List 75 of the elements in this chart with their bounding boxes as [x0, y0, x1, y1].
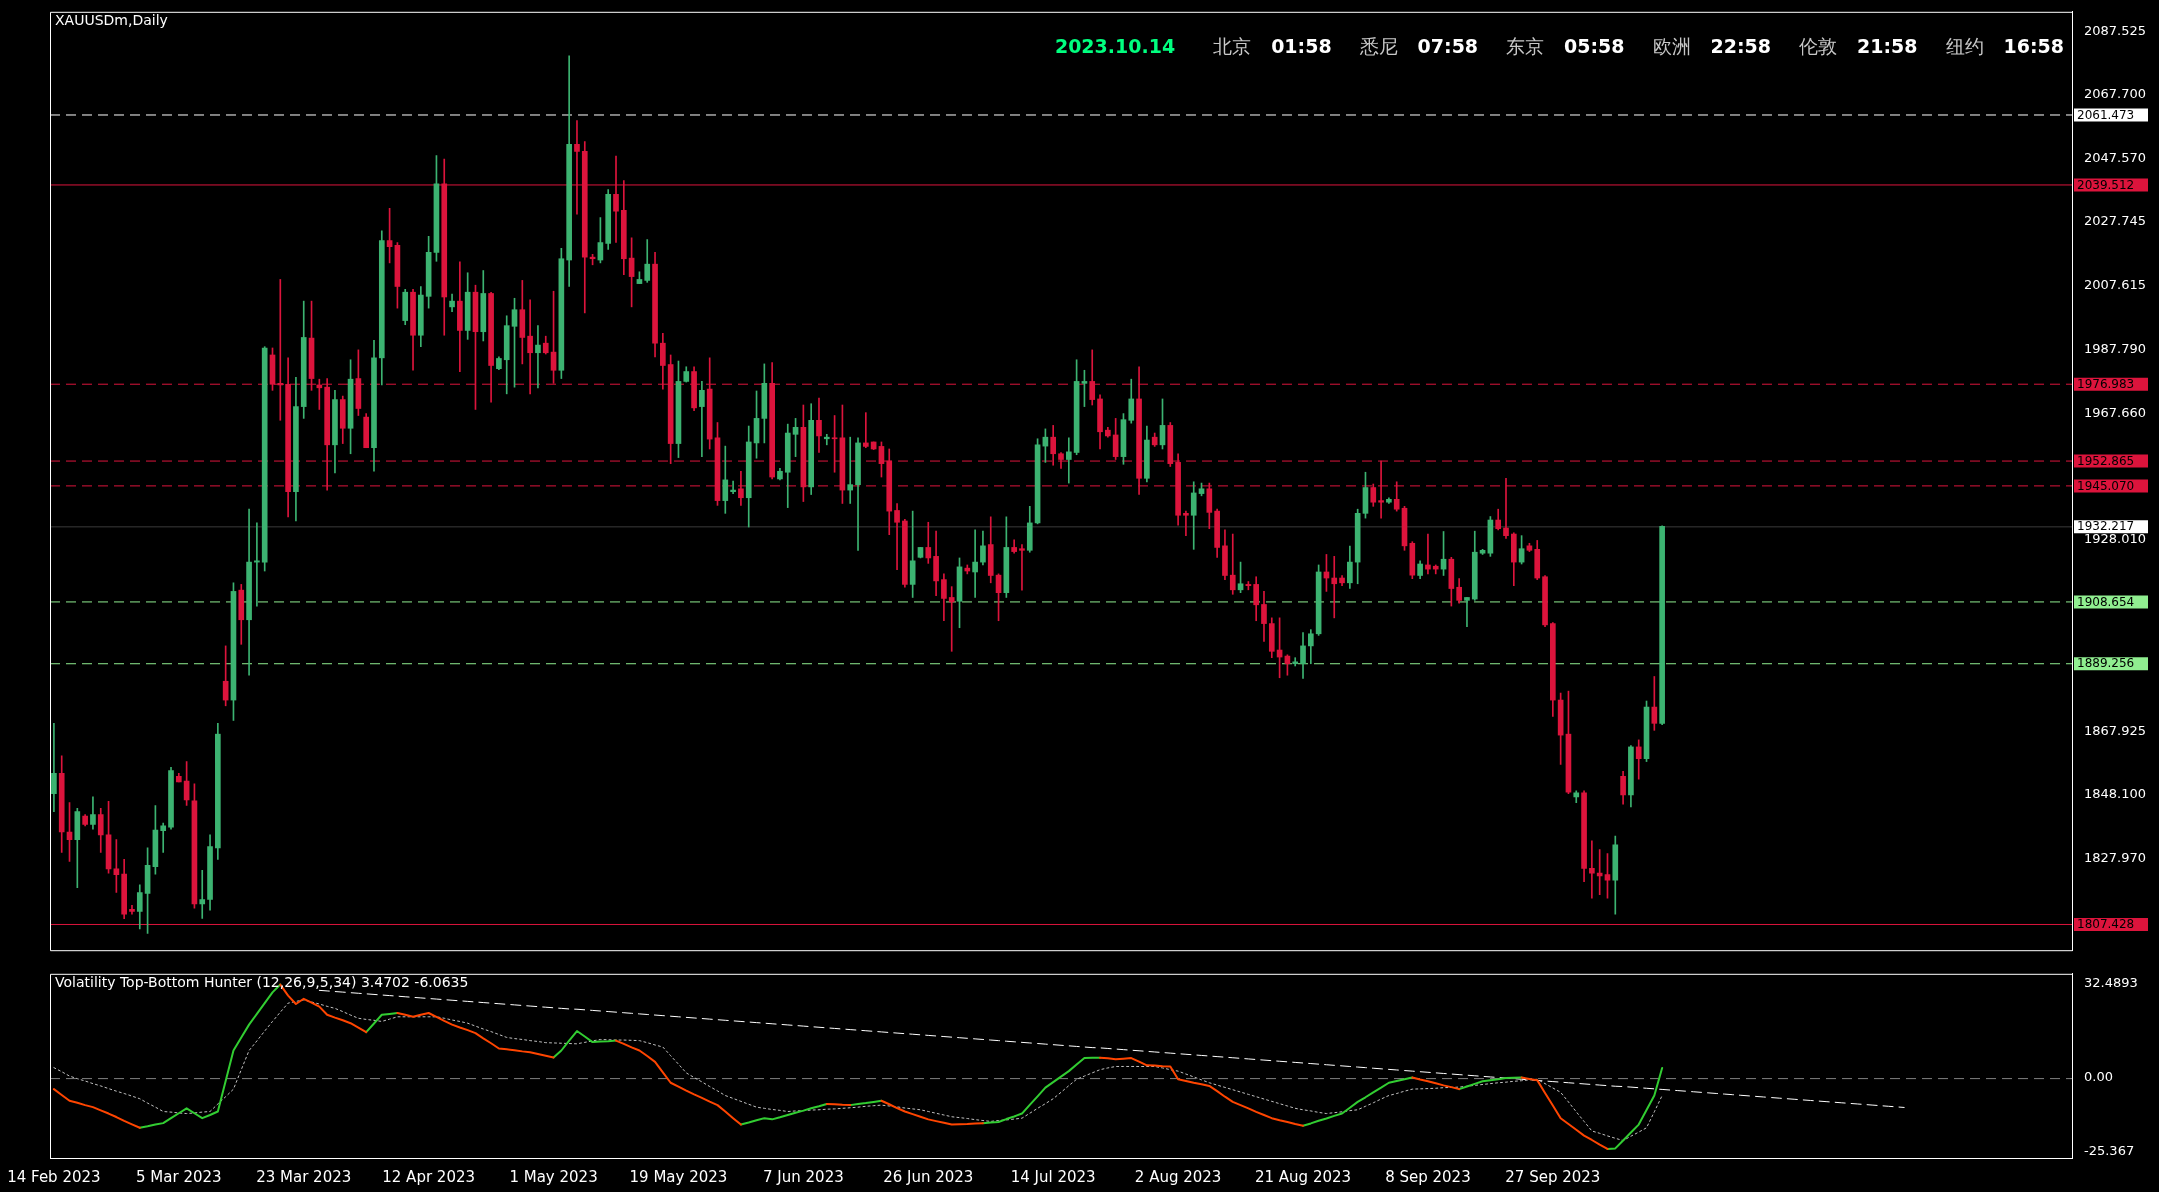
candlestick: [894, 503, 900, 571]
annotation: 悉尼: [1358, 34, 1398, 57]
candlestick: [1464, 597, 1470, 628]
candlestick: [160, 822, 167, 853]
ref-line-label: 1908.654: [2077, 594, 2135, 609]
x-tick-label: 8 Sep 2023: [1385, 1167, 1471, 1186]
candlestick: [730, 480, 736, 494]
candlestick: [1019, 544, 1025, 591]
x-tick-label: 5 Mar 2023: [136, 1167, 222, 1186]
ref-line-label: 1945.070: [2077, 478, 2135, 493]
y-tick-label: 0.00: [2084, 1069, 2113, 1085]
x-tick-label: 27 Sep 2023: [1505, 1167, 1601, 1186]
ref-line-label: 1807.428: [2077, 917, 2135, 932]
ref-line-label: 2039.512: [2077, 177, 2135, 192]
annotation: 01:58: [1271, 34, 1332, 57]
annotation: 05:58: [1564, 34, 1625, 57]
x-tick-label: 26 Jun 2023: [883, 1167, 974, 1186]
ref-line-label: 1976.983: [2077, 376, 2135, 391]
ref-line-label: 1952.865: [2077, 453, 2135, 468]
candlestick: [1331, 556, 1338, 619]
y-tick-label: -25.367: [2084, 1143, 2135, 1159]
candlestick: [948, 586, 955, 652]
y-tick-label: 1987.790: [2084, 340, 2147, 356]
x-tick-label: 1 May 2023: [509, 1167, 598, 1186]
line-series: [318, 989, 1905, 1108]
chart-title: Volatility Top-Bottom Hunter (12,26,9,5,34) 3.4702 -6.0635: [55, 974, 469, 991]
x-tick-label: 23 Mar 2023: [256, 1167, 352, 1186]
annotation: 16:58: [2003, 34, 2065, 57]
x-tick-label: 2 Aug 2023: [1134, 1167, 1222, 1186]
y-tick-label: 1867.925: [2084, 722, 2147, 738]
annotation: 北京: [1213, 34, 1252, 57]
annotation: 2023.10.14: [1054, 34, 1176, 57]
x-tick-label: 14 Jul 2023: [1010, 1167, 1096, 1186]
annotation: 07:58: [1417, 34, 1479, 57]
y-tick-label: 2087.525: [2084, 22, 2147, 38]
y-tick-label: 32.4893: [2084, 975, 2138, 991]
annotation: 22:58: [1710, 34, 1772, 57]
y-tick-label: 2027.745: [2084, 213, 2147, 229]
ref-line-label: 1932.217: [2077, 519, 2135, 534]
x-tick-label: 21 Aug 2023: [1254, 1167, 1352, 1186]
ref-line-label: 1889.256: [2077, 656, 2135, 671]
x-tick-label: 12 Apr 2023: [382, 1167, 476, 1186]
x-tick-label: 19 May 2023: [629, 1167, 728, 1186]
candlestick: [535, 325, 541, 389]
annotation: 纽约: [1945, 34, 1984, 57]
y-tick-label: 1848.100: [2084, 785, 2147, 801]
candlestick: [199, 869, 206, 919]
candlestick: [863, 412, 869, 449]
candlestick: [254, 522, 260, 607]
candlestick: [847, 436, 854, 504]
x-tick-label: 7 Jun 2023: [763, 1167, 844, 1186]
candlestick: [1065, 437, 1072, 484]
annotation: 东京: [1506, 34, 1545, 57]
candlestick: [51, 723, 57, 812]
y-tick-label: 1827.970: [2084, 849, 2147, 865]
candlestick: [823, 433, 830, 446]
y-tick-label: 1967.660: [2084, 404, 2147, 420]
candlestick: [699, 381, 705, 457]
chart-title: XAUUSDm,Daily: [55, 12, 168, 29]
ref-line-label: 2061.473: [2077, 107, 2135, 122]
annotation: 伦敦: [1799, 34, 1838, 57]
y-tick-label: 1928.010: [2084, 531, 2147, 547]
y-tick-label: 2007.615: [2084, 277, 2147, 293]
candlestick: [1183, 510, 1189, 536]
annotation: 欧洲: [1652, 34, 1691, 57]
candlestick: [925, 521, 932, 564]
candlestick: [1589, 840, 1595, 899]
candlestick: [972, 529, 978, 598]
x-tick-label: 14 Feb 2023: [7, 1167, 101, 1186]
candlestick: [1229, 533, 1236, 595]
annotation: 21:58: [1857, 34, 1918, 57]
line-series: [53, 999, 1663, 1142]
y-tick-label: 2047.570: [2084, 150, 2147, 166]
candlestick: [1596, 849, 1603, 896]
y-tick-label: 2067.700: [2084, 86, 2147, 102]
